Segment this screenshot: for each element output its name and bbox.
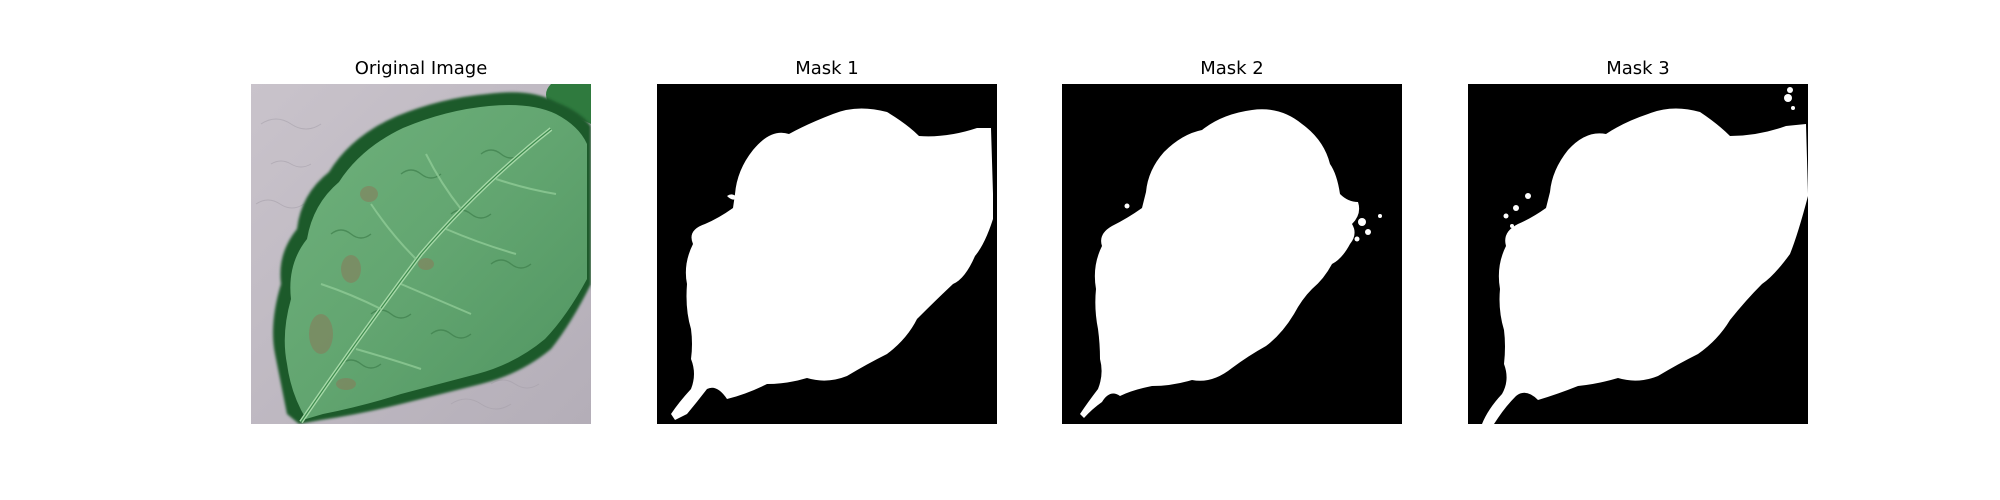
mask-3-title: Mask 3 (1606, 58, 1670, 79)
original-image-title: Original Image (354, 58, 488, 79)
original-leaf-image (251, 84, 591, 424)
mask-3-panel: Mask 3 (1468, 0, 1808, 500)
original-image-panel: Original Image (251, 0, 591, 500)
mask-1-panel: Mask 1 (657, 0, 997, 500)
mask-1-title: Mask 1 (795, 58, 859, 79)
mask-2-panel: Mask 2 (1062, 0, 1402, 500)
mask-1-image (657, 84, 997, 424)
mask-3-image (1468, 84, 1808, 424)
mask-2-image (1062, 84, 1402, 424)
mask-2-title: Mask 2 (1200, 58, 1264, 79)
